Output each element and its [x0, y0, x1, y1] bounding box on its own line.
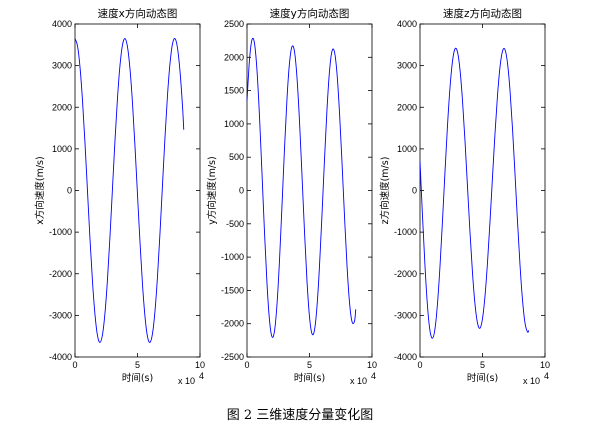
x-exponent-power: 4	[371, 371, 376, 381]
series-line	[246, 37, 357, 338]
y-tick-label: -2000	[221, 319, 244, 329]
y-axis-label: z方向速度(m/s)	[379, 157, 391, 225]
y-tick-label: -500	[226, 219, 244, 229]
x-tick-label: 0	[244, 360, 249, 370]
y-tick-label: 1000	[397, 144, 417, 154]
y-tick-label: 0	[239, 186, 244, 196]
chart-title: 速度z方向动态图	[443, 7, 522, 20]
y-tick-label: -1500	[221, 285, 244, 295]
y-tick-label: 2000	[397, 102, 417, 112]
plot-frame	[246, 23, 373, 358]
x-exponent-power: 4	[199, 371, 204, 381]
y-tick-label: 4000	[52, 19, 72, 29]
y-tick-label: -2000	[49, 269, 72, 279]
x-exponent-label: x 10	[350, 376, 367, 386]
x-exponent-label: x 10	[178, 376, 195, 386]
y-tick-label: 3000	[52, 61, 72, 71]
x-axis-label: 时间(s)	[122, 372, 153, 384]
plot-frame	[419, 23, 546, 358]
x-axis-label: 时间(s)	[467, 372, 498, 384]
x-tick-label: 5	[135, 360, 140, 370]
y-tick-label: 0	[412, 186, 417, 196]
x-tick-label: 5	[480, 360, 485, 370]
y-tick-label: 1000	[224, 119, 244, 129]
y-tick-label: -3000	[49, 310, 72, 320]
series-line	[419, 47, 530, 339]
figure-caption: 图 2 三维速度分量变化图	[226, 408, 374, 423]
x-tick-label: 0	[417, 360, 422, 370]
y-tick-label: 2000	[224, 52, 244, 62]
chart-title: 速度x方向动态图	[98, 7, 178, 20]
y-tick-label: -4000	[49, 352, 72, 362]
y-tick-label: 1500	[224, 86, 244, 96]
x-tick-label: 10	[195, 360, 205, 370]
y-tick-label: -2500	[221, 352, 244, 362]
y-tick-label: 0	[67, 186, 72, 196]
y-tick-label: 4000	[397, 19, 417, 29]
y-tick-label: 500	[229, 152, 244, 162]
y-tick-label: -3000	[394, 310, 417, 320]
y-tick-label: 1000	[52, 144, 72, 154]
y-tick-label: -1000	[49, 227, 72, 237]
y-tick-label: -2000	[394, 269, 417, 279]
y-tick-label: -1000	[394, 227, 417, 237]
x-tick-label: 10	[540, 360, 550, 370]
subplot-y: -2500 -2000 -1500 -1000 -500 0 500 1000 1500 2000…	[206, 7, 377, 386]
series-line	[74, 38, 185, 343]
x-tick-label: 5	[307, 360, 312, 370]
x-axis-label: 时间(s)	[294, 372, 325, 384]
x-exponent-power: 4	[544, 371, 549, 381]
subplot-z: -4000 -3000 -2000 -1000 0 1000 2000 3000 4000 0 5 1…	[379, 7, 550, 386]
x-tick-label: 0	[72, 360, 77, 370]
y-tick-label: -1000	[221, 252, 244, 262]
y-tick-label: 2000	[52, 102, 72, 112]
chart-title: 速度y方向动态图	[270, 7, 350, 20]
y-tick-label: -4000	[394, 352, 417, 362]
y-axis-label: x方向速度(m/s)	[34, 156, 46, 224]
y-axis-label: y方向速度(m/s)	[206, 156, 218, 224]
y-tick-label: 2500	[224, 19, 244, 29]
x-tick-label: 10	[367, 360, 377, 370]
x-exponent-label: x 10	[523, 376, 540, 386]
y-tick-label: 3000	[397, 61, 417, 71]
subplot-x: -4000 -3000 -2000 -1000 0 1000 2000 3000 4000 0 5 1…	[34, 7, 205, 386]
